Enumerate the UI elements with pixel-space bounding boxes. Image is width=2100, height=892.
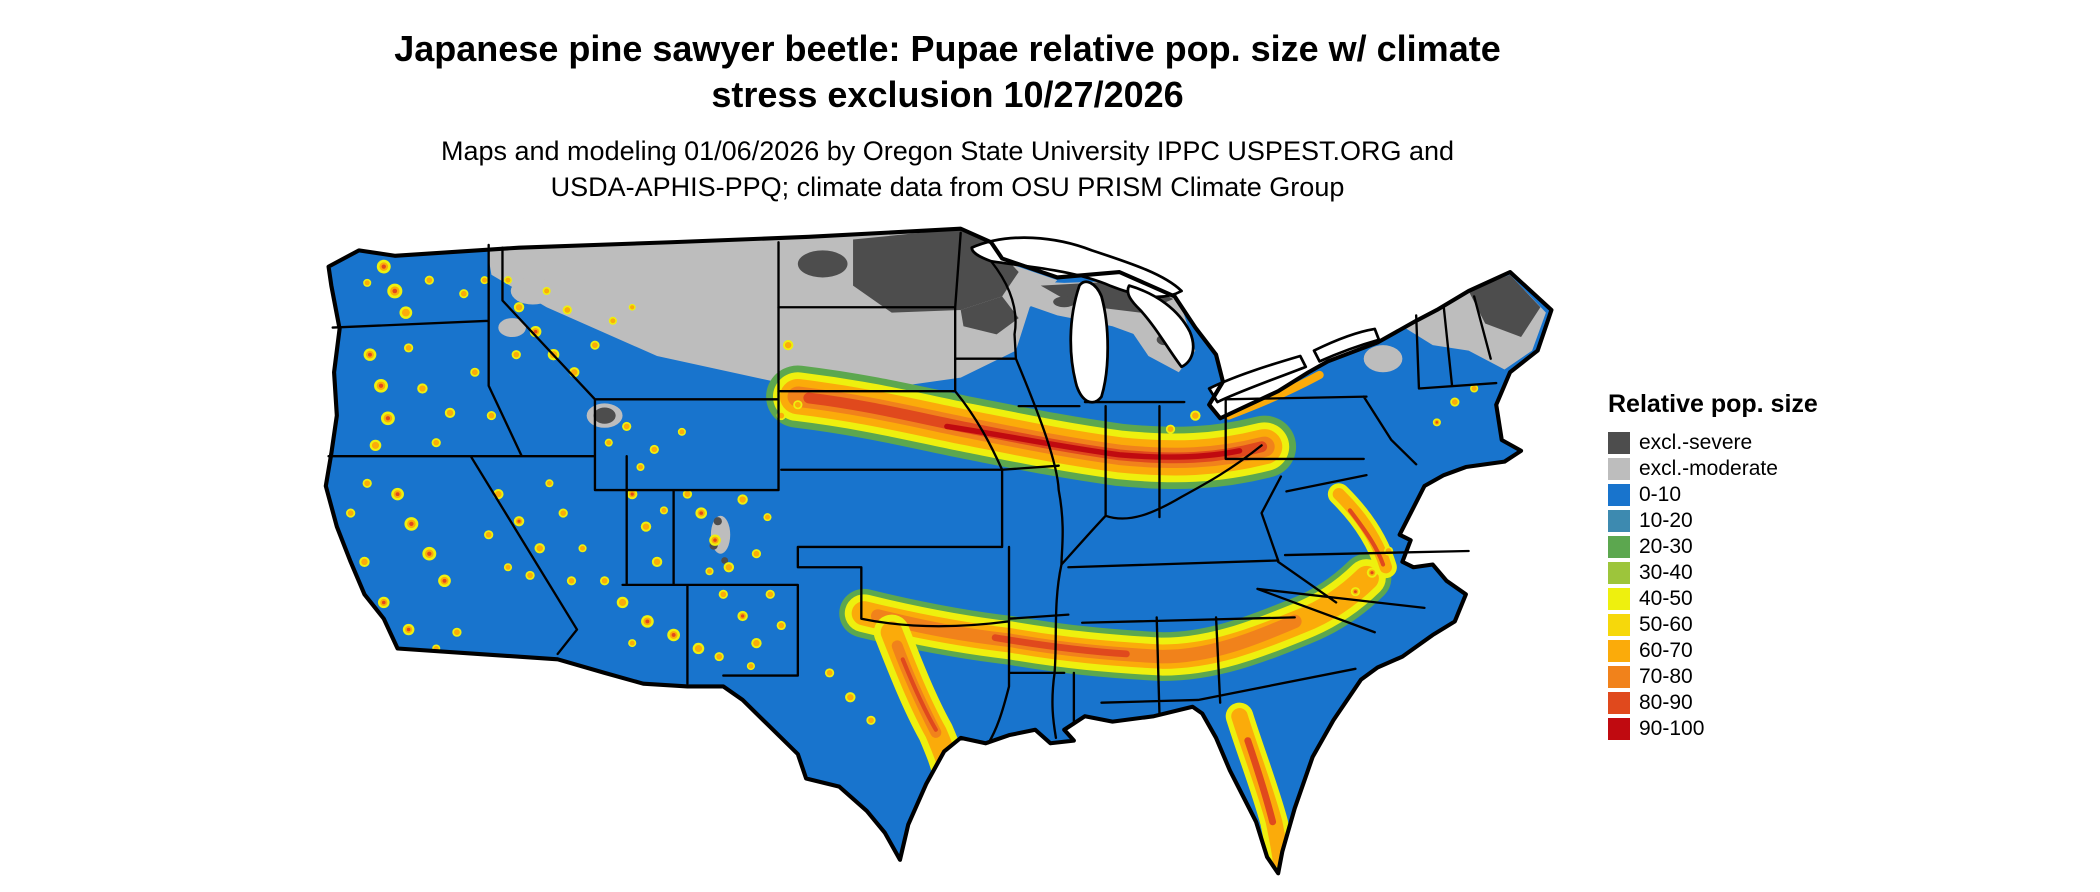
state-borders-west [327,241,800,685]
legend-swatch-10-20 [1608,510,1630,532]
legend: Relative pop. size excl.-severe excl.-mo… [1608,390,1818,742]
legend-item-70-80: 70-80 [1608,664,1818,690]
legend-item-excl-severe: excl.-severe [1608,430,1818,456]
state-borders-plains [777,231,1070,745]
state-borders-midwest [954,260,1357,740]
mountain-speckles [346,259,1479,725]
legend-label: 90-100 [1639,717,1705,740]
page-title: Japanese pine sawyer beetle: Pupae relat… [0,26,1895,118]
legend-swatch-80-90 [1608,692,1630,714]
legend-item-40-50: 40-50 [1608,586,1818,612]
legend-swatch-50-60 [1608,614,1630,636]
great-lakes [970,236,1381,404]
legend-swatch-90-100 [1608,718,1630,740]
legend-label: 0-10 [1639,483,1682,506]
us-map-svg [323,226,1554,876]
high-population-bands [766,365,1397,874]
page-subtitle-line1: Maps and modeling 01/06/2026 by Oregon S… [440,136,1455,167]
legend-label: 50-60 [1639,613,1693,636]
legend-label: 70-80 [1639,665,1693,688]
state-borders [327,231,1498,745]
lake-huron [1126,284,1195,369]
page-title-line2: stress exclusion 10/27/2026 [711,74,1184,116]
lake-ontario [1312,327,1381,363]
midwest-band-darkred [944,423,1243,460]
state-borders-east [1224,295,1498,634]
legend-item-80-90: 80-90 [1608,690,1818,716]
legend-item-10-20: 10-20 [1608,508,1818,534]
legend-swatch-60-70 [1608,640,1630,662]
legend-item-90-100: 90-100 [1608,716,1818,742]
legend-swatch-30-40 [1608,562,1630,584]
legend-swatch-40-50 [1608,588,1630,610]
legend-label: 10-20 [1639,509,1693,532]
legend-label: 40-50 [1639,587,1693,610]
legend-item-20-30: 20-30 [1608,534,1818,560]
legend-item-30-40: 30-40 [1608,560,1818,586]
legend-label: excl.-severe [1639,431,1753,454]
legend-swatch-0-10 [1608,484,1630,506]
page-subtitle-line2: USDA-APHIS-PPQ; climate data from OSU PR… [550,171,1345,202]
legend-label: 60-70 [1639,639,1693,662]
lake-michigan [1069,280,1110,404]
legend-label: 80-90 [1639,691,1693,714]
legend-item-0-10: 0-10 [1608,482,1818,508]
legend-swatch-70-80 [1608,666,1630,688]
legend-item-60-70: 60-70 [1608,638,1818,664]
page-title-line1: Japanese pine sawyer beetle: Pupae relat… [394,28,1501,69]
header: Japanese pine sawyer beetle: Pupae relat… [0,26,1895,205]
legend-swatch-excl-moderate [1608,458,1630,480]
legend-swatch-excl-severe [1608,432,1630,454]
legend-label: 30-40 [1639,561,1693,584]
page-subtitle: Maps and modeling 01/06/2026 by Oregon S… [0,134,1895,205]
legend-item-excl-moderate: excl.-moderate [1608,456,1818,482]
us-outline [323,226,1554,876]
legend-label: 20-30 [1639,535,1693,558]
us-map [312,226,1568,876]
legend-label: excl.-moderate [1639,457,1778,480]
legend-swatch-20-30 [1608,536,1630,558]
legend-item-50-60: 50-60 [1608,612,1818,638]
legend-title: Relative pop. size [1608,390,1818,418]
lake-erie [1207,354,1308,404]
